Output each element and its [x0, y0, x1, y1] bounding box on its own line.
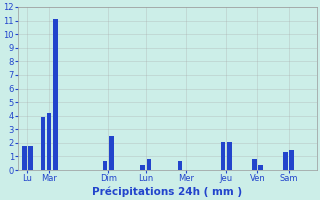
Bar [109, 136, 114, 170]
Bar [53, 19, 58, 170]
Bar [178, 161, 182, 170]
Bar [22, 146, 27, 170]
Bar [147, 159, 151, 170]
Bar [28, 146, 33, 170]
Bar [259, 165, 263, 170]
Bar [221, 142, 226, 170]
Bar [140, 165, 145, 170]
Bar [47, 113, 52, 170]
Bar [41, 117, 45, 170]
Bar [290, 150, 294, 170]
X-axis label: Précipitations 24h ( mm ): Précipitations 24h ( mm ) [92, 186, 242, 197]
Bar [227, 142, 232, 170]
Bar [283, 152, 288, 170]
Bar [103, 161, 107, 170]
Bar [252, 159, 257, 170]
